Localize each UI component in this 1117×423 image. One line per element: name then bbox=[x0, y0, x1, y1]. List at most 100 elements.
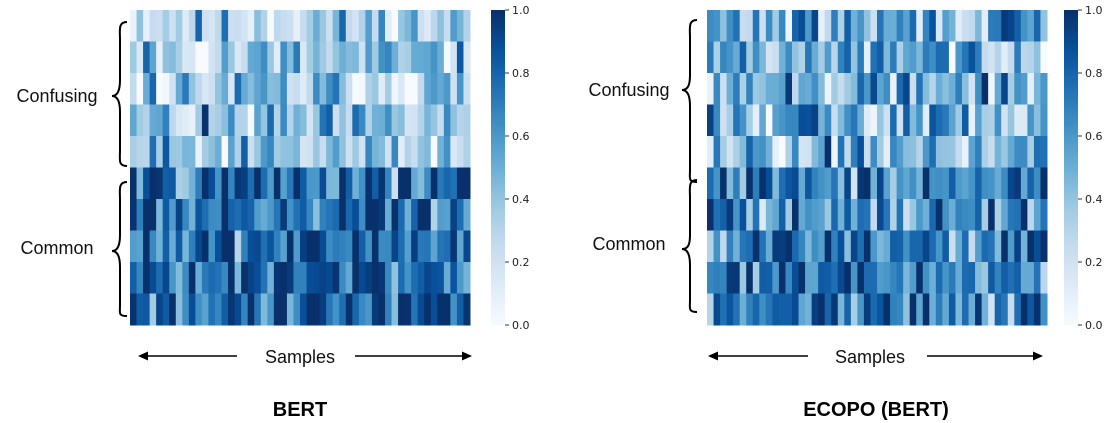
heatmap-cell bbox=[398, 262, 406, 294]
heatmap-cell bbox=[424, 41, 432, 74]
heatmap-cell bbox=[188, 136, 196, 168]
heatmap-cell bbox=[417, 293, 425, 326]
heatmap-cell bbox=[975, 293, 983, 326]
heatmap-cell bbox=[162, 10, 170, 42]
heatmap-cell bbox=[726, 167, 734, 200]
heatmap-cell bbox=[955, 262, 963, 294]
heatmap-cell bbox=[955, 73, 963, 105]
heatmap-cell bbox=[1014, 136, 1022, 168]
heatmap-cell bbox=[443, 262, 451, 294]
heatmap-cell bbox=[870, 262, 878, 294]
heatmap-cell bbox=[365, 262, 373, 294]
heatmap-cell bbox=[942, 136, 950, 168]
heatmap-cell bbox=[948, 104, 956, 137]
heatmap-cell bbox=[424, 136, 432, 168]
heatmap-cell bbox=[792, 136, 800, 168]
heatmap-cell bbox=[430, 41, 438, 74]
heatmap-cell bbox=[228, 104, 236, 137]
heatmap-cell bbox=[463, 262, 471, 294]
heatmap-cell bbox=[332, 293, 340, 326]
heatmap-cell bbox=[130, 41, 138, 74]
heatmap-cell bbox=[286, 230, 294, 263]
heatmap-cell bbox=[130, 199, 138, 231]
colorbar-ticks-ecopo: 0.0 0.2 0.4 0.6 0.8 1.0 bbox=[1078, 4, 1103, 332]
heatmap-cell bbox=[870, 293, 878, 326]
heatmap-cell bbox=[759, 73, 767, 105]
heatmap-cell bbox=[260, 136, 268, 168]
heatmap-cell bbox=[391, 10, 399, 42]
heatmap-cell bbox=[208, 230, 216, 263]
heatmap-cell bbox=[247, 10, 255, 42]
heatmap-cell bbox=[267, 10, 275, 42]
heatmap-cell bbox=[1014, 293, 1022, 326]
heatmap-cell bbox=[195, 136, 203, 168]
heatmap-cell bbox=[713, 230, 721, 263]
heatmap-cell bbox=[385, 199, 393, 231]
heatmap-cell bbox=[463, 41, 471, 74]
heatmap-cell bbox=[378, 230, 386, 263]
heatmap-cell bbox=[404, 104, 412, 137]
heatmap-cell bbox=[935, 167, 943, 200]
heatmap-cell bbox=[365, 73, 373, 105]
heatmap-cell bbox=[326, 293, 334, 326]
heatmap-cell bbox=[824, 199, 832, 231]
heatmap-cell bbox=[443, 10, 451, 42]
brace-common bbox=[111, 181, 128, 317]
heatmap-cell bbox=[798, 10, 806, 42]
heatmap-cell bbox=[456, 293, 464, 326]
heatmap-cell bbox=[358, 136, 366, 168]
heatmap-cell bbox=[837, 104, 845, 137]
heatmap-cell bbox=[916, 41, 924, 74]
heatmap-cell bbox=[188, 199, 196, 231]
heatmap-cell bbox=[922, 104, 930, 137]
heatmap-cell bbox=[772, 293, 780, 326]
heatmap-cell bbox=[463, 293, 471, 326]
colorbar-ecopo bbox=[1064, 10, 1078, 325]
heatmap-cell bbox=[922, 199, 930, 231]
heatmap-cell bbox=[752, 73, 760, 105]
heatmap-cell bbox=[456, 230, 464, 263]
heatmap-cell bbox=[365, 136, 373, 168]
heatmap-cell bbox=[903, 41, 911, 74]
heatmap-cell bbox=[752, 262, 760, 294]
heatmap-cell bbox=[948, 262, 956, 294]
heatmap-cell bbox=[883, 104, 891, 137]
heatmap-cell bbox=[962, 73, 970, 105]
heatmap-cell bbox=[201, 104, 209, 137]
heatmap-cell bbox=[785, 293, 793, 326]
heatmap-cell bbox=[726, 230, 734, 263]
heatmap-cell bbox=[188, 167, 196, 200]
heatmap-cell bbox=[156, 104, 164, 137]
heatmap-cell bbox=[962, 230, 970, 263]
heatmap-cell bbox=[215, 41, 223, 74]
heatmap-cell bbox=[326, 104, 334, 137]
heatmap-cell bbox=[955, 230, 963, 263]
heatmap-cell bbox=[293, 41, 301, 74]
heatmap-cell bbox=[863, 262, 871, 294]
heatmap-cell bbox=[955, 136, 963, 168]
heatmap-cell bbox=[234, 104, 242, 137]
heatmap-cell bbox=[857, 262, 865, 294]
heatmap-cell bbox=[339, 262, 347, 294]
heatmap-cell bbox=[280, 167, 288, 200]
heatmap-cell bbox=[916, 10, 924, 42]
heatmap-cell bbox=[169, 230, 177, 263]
heatmap-cell bbox=[988, 41, 996, 74]
heatmap-cell bbox=[450, 104, 458, 137]
heatmap-cell bbox=[169, 73, 177, 105]
heatmap-cell bbox=[371, 104, 379, 137]
heatmap-cell bbox=[805, 73, 813, 105]
heatmap-cell bbox=[215, 167, 223, 200]
heatmap-cell bbox=[1040, 230, 1048, 263]
heatmap-cell bbox=[811, 293, 819, 326]
heatmap-cell bbox=[765, 73, 773, 105]
heatmap-cell bbox=[221, 10, 229, 42]
heatmap-cell bbox=[739, 262, 747, 294]
heatmap-cell bbox=[456, 136, 464, 168]
heatmap-cell bbox=[162, 41, 170, 74]
heatmap-cell bbox=[162, 167, 170, 200]
heatmap-cell bbox=[765, 262, 773, 294]
heatmap-cell bbox=[365, 41, 373, 74]
heatmap-cell bbox=[130, 293, 138, 326]
heatmap-cell bbox=[772, 136, 780, 168]
